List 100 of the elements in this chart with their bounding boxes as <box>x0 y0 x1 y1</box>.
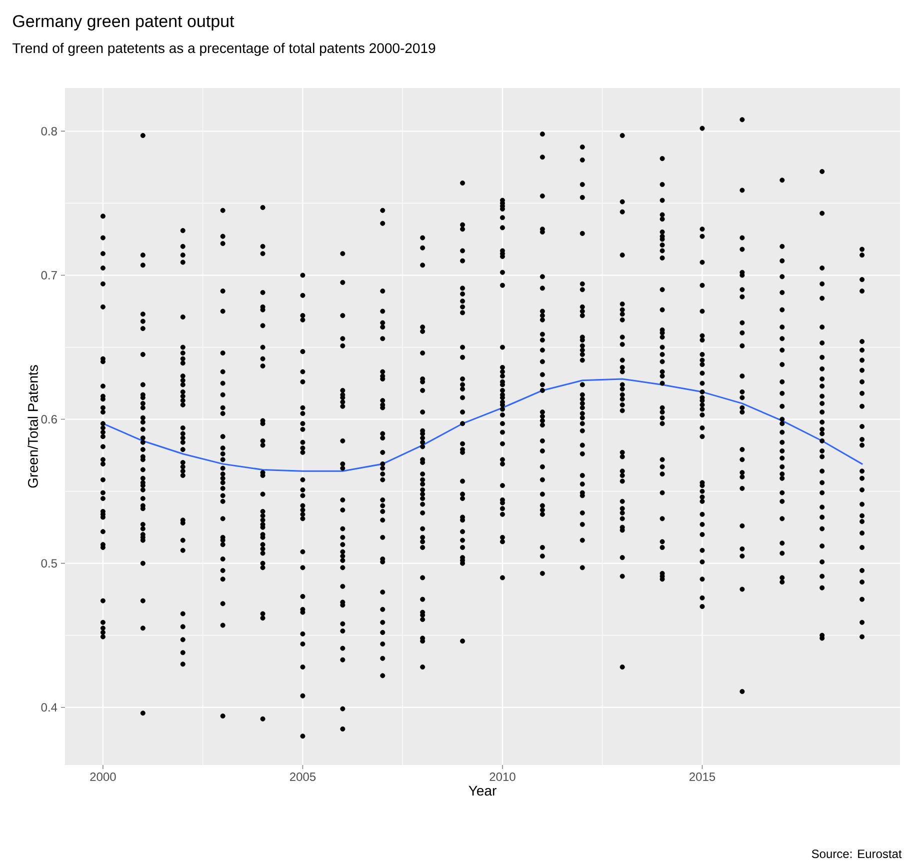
point <box>420 575 426 580</box>
point <box>300 421 306 426</box>
point <box>460 298 466 304</box>
point <box>100 620 106 625</box>
point <box>340 313 346 318</box>
point <box>540 477 545 482</box>
point <box>700 370 705 376</box>
point <box>780 448 785 454</box>
point <box>220 472 226 477</box>
point <box>100 266 106 271</box>
point <box>260 323 266 328</box>
point <box>140 400 146 406</box>
point <box>340 461 346 466</box>
point <box>420 410 426 415</box>
point <box>180 382 186 388</box>
point <box>540 503 545 508</box>
point <box>340 438 346 444</box>
point <box>140 326 146 332</box>
point <box>860 390 865 396</box>
point <box>180 314 186 320</box>
point <box>860 620 865 625</box>
point <box>420 617 426 622</box>
point <box>220 480 226 486</box>
point <box>340 657 346 662</box>
point <box>860 513 865 518</box>
point <box>140 262 146 268</box>
point <box>460 538 466 543</box>
point <box>420 388 426 393</box>
point <box>860 252 865 258</box>
point <box>140 420 146 425</box>
point <box>780 336 785 342</box>
point <box>460 478 466 484</box>
point <box>700 338 705 343</box>
point <box>140 382 146 388</box>
point <box>180 548 186 553</box>
point <box>500 406 505 412</box>
point <box>860 468 865 474</box>
point <box>820 410 825 415</box>
point <box>140 710 146 716</box>
point <box>780 362 785 368</box>
point <box>220 498 226 504</box>
point <box>740 410 745 415</box>
point <box>780 575 785 580</box>
point <box>220 241 226 246</box>
point <box>220 405 226 410</box>
point <box>740 235 745 240</box>
point <box>100 630 106 635</box>
point <box>580 538 585 543</box>
point <box>300 317 306 322</box>
point <box>420 482 426 487</box>
point <box>460 386 466 392</box>
point <box>340 628 346 634</box>
point <box>420 324 426 330</box>
point <box>380 508 386 514</box>
point <box>540 308 545 314</box>
point <box>620 450 625 455</box>
point <box>140 405 146 410</box>
point <box>140 252 146 258</box>
point <box>740 405 745 410</box>
point <box>380 336 386 342</box>
point <box>500 388 505 393</box>
point <box>220 466 226 471</box>
x-tick-label: 2000 <box>90 772 116 782</box>
point <box>660 216 665 222</box>
point <box>660 405 665 410</box>
point <box>420 492 426 497</box>
point <box>820 490 825 496</box>
point <box>140 318 146 324</box>
point <box>460 344 466 350</box>
point <box>700 494 705 500</box>
point <box>180 260 186 265</box>
point <box>860 404 865 409</box>
point <box>860 379 865 384</box>
point <box>380 288 386 294</box>
point <box>180 650 186 656</box>
point <box>220 350 226 356</box>
point <box>860 424 865 429</box>
point <box>540 438 545 444</box>
point <box>700 402 705 408</box>
point <box>220 601 226 606</box>
point <box>180 350 186 356</box>
point <box>220 392 226 398</box>
point <box>740 689 745 694</box>
point <box>140 560 146 566</box>
point <box>380 431 386 436</box>
point <box>540 464 545 470</box>
point <box>380 518 386 523</box>
point <box>700 226 705 232</box>
point <box>820 210 825 216</box>
point <box>420 436 426 441</box>
point <box>500 374 505 379</box>
point <box>380 497 386 502</box>
point <box>180 440 186 445</box>
point <box>380 534 386 540</box>
point <box>620 342 625 347</box>
point <box>780 307 785 312</box>
point <box>100 457 106 462</box>
point <box>420 544 426 550</box>
point <box>700 260 705 265</box>
point <box>820 366 825 372</box>
